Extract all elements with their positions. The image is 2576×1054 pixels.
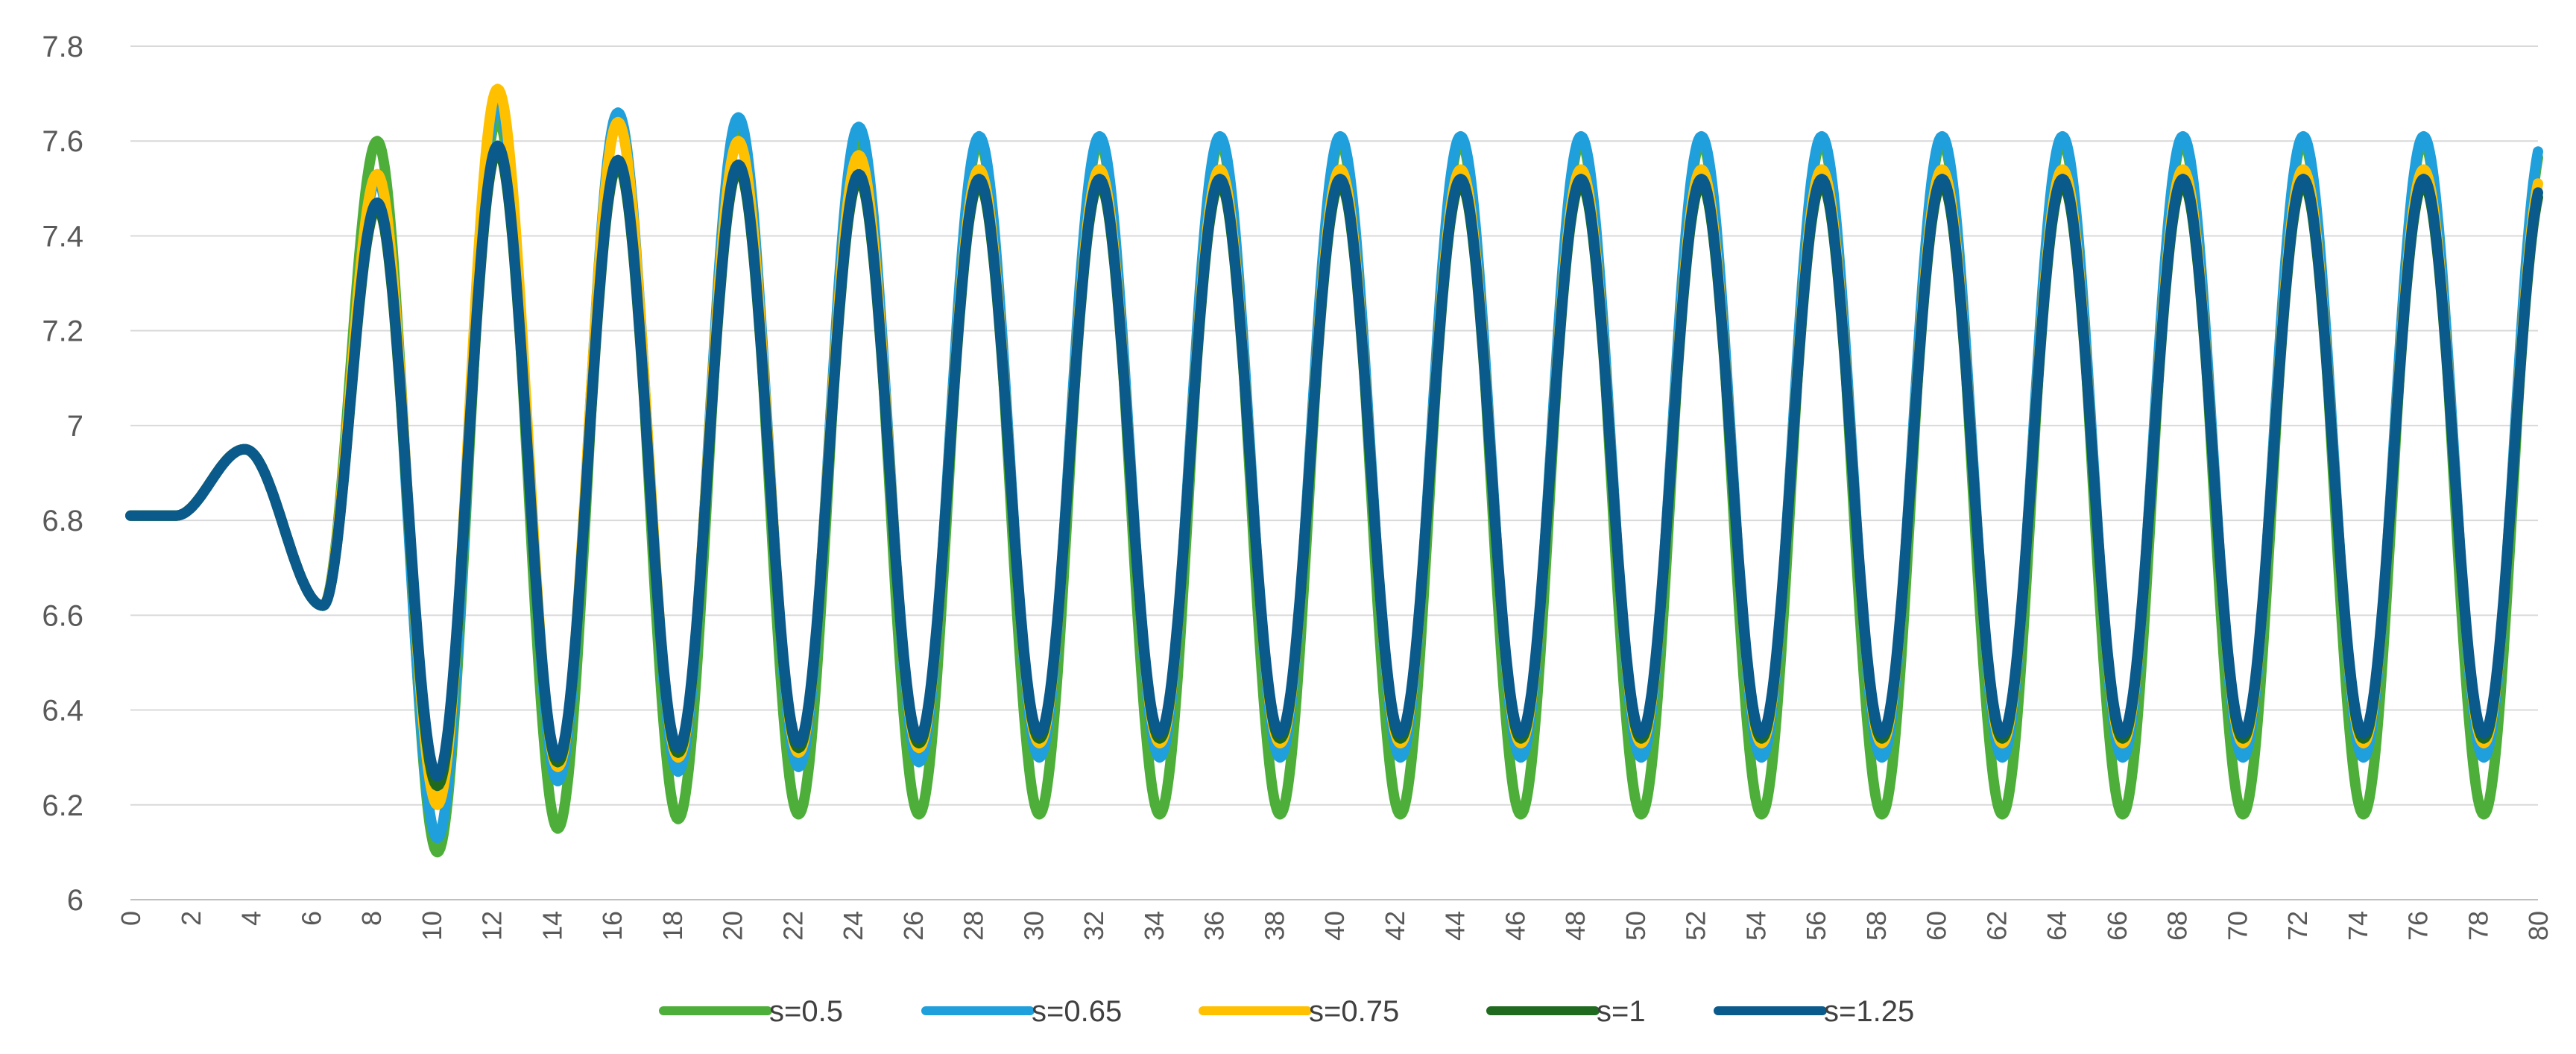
x-tick-label: 78 [2463,911,2493,941]
x-tick-label: 24 [838,911,868,941]
y-tick-label: 6.8 [42,505,83,537]
x-tick-label: 80 [2523,911,2554,941]
legend: s=0.5 s=0.65 s=0.75 s=1 s=1.25 [659,995,1914,1028]
y-tick-label: 7.4 [42,220,83,253]
legend-label: s=0.65 [1032,995,1122,1028]
legend-label: s=0.75 [1309,995,1399,1028]
x-tick-label: 46 [1500,911,1530,941]
y-tick-label: 7.6 [42,125,83,158]
x-tick-label: 72 [2282,911,2313,941]
x-tick-label: 14 [537,911,567,941]
x-tick-label: 38 [1259,911,1289,941]
x-tick-label: 58 [1861,911,1892,941]
x-tick-label: 18 [657,911,688,941]
x-tick-label: 6 [296,911,326,926]
x-tick-label: 16 [597,911,628,941]
y-tick-label: 6.2 [42,789,83,822]
x-tick-label: 34 [1139,911,1169,941]
x-tick-label: 8 [356,911,387,926]
y-tick-label: 6 [67,884,83,917]
x-tick-label: 2 [176,911,206,926]
x-tick-label: 32 [1079,911,1109,941]
x-tick-label: 12 [477,911,508,941]
y-tick-label: 7 [67,410,83,443]
x-tick-label: 26 [898,911,929,941]
x-tick-label: 42 [1380,911,1410,941]
y-tick-label: 6.4 [42,695,83,728]
x-tick-label: 54 [1740,911,1771,941]
x-tick-label: 68 [2162,911,2193,941]
series-line-5 [125,140,2543,782]
x-tick-label: 64 [2042,911,2072,941]
x-tick-label: 74 [2343,911,2373,941]
x-tick-label: 76 [2403,911,2434,941]
y-tick-label: 6.6 [42,599,83,632]
y-tick-label: 7.2 [42,315,83,348]
x-tick-label: 0 [116,911,146,926]
x-tick-label: 50 [1620,911,1651,941]
y-axis-tick-labels: 6 6.2 6.4 6.6 6.8 7 7.2 7.4 7.6 7.8 [42,31,83,917]
x-tick-label: 56 [1801,911,1831,941]
series-lines [125,83,2543,858]
x-tick-label: 36 [1199,911,1230,941]
x-axis-tick-labels: 0 2 4 6 8 10 12 14 16 18 20 22 24 26 28 30 32 34 36 38 40 42 4… [116,911,2554,941]
legend-label: s=1.25 [1824,995,1914,1028]
series-line-4 [125,145,2543,792]
x-tick-label: 66 [2102,911,2133,941]
x-tick-label: 30 [1018,911,1049,941]
x-tick-label: 60 [1922,911,1952,941]
x-tick-label: 20 [718,911,748,941]
legend-label: s=1 [1597,995,1646,1028]
legend-label: s=0.5 [769,995,843,1028]
x-tick-label: 4 [236,911,267,926]
x-tick-label: 44 [1440,911,1471,941]
x-tick-label: 48 [1560,911,1591,941]
x-tick-label: 22 [777,911,808,941]
x-tick-label: 62 [1981,911,2012,941]
y-tick-label: 7.8 [42,31,83,63]
x-tick-label: 40 [1319,911,1350,941]
x-tick-label: 52 [1681,911,1711,941]
x-tick-label: 10 [417,911,447,941]
x-tick-label: 70 [2222,911,2253,941]
x-tick-label: 28 [959,911,989,941]
